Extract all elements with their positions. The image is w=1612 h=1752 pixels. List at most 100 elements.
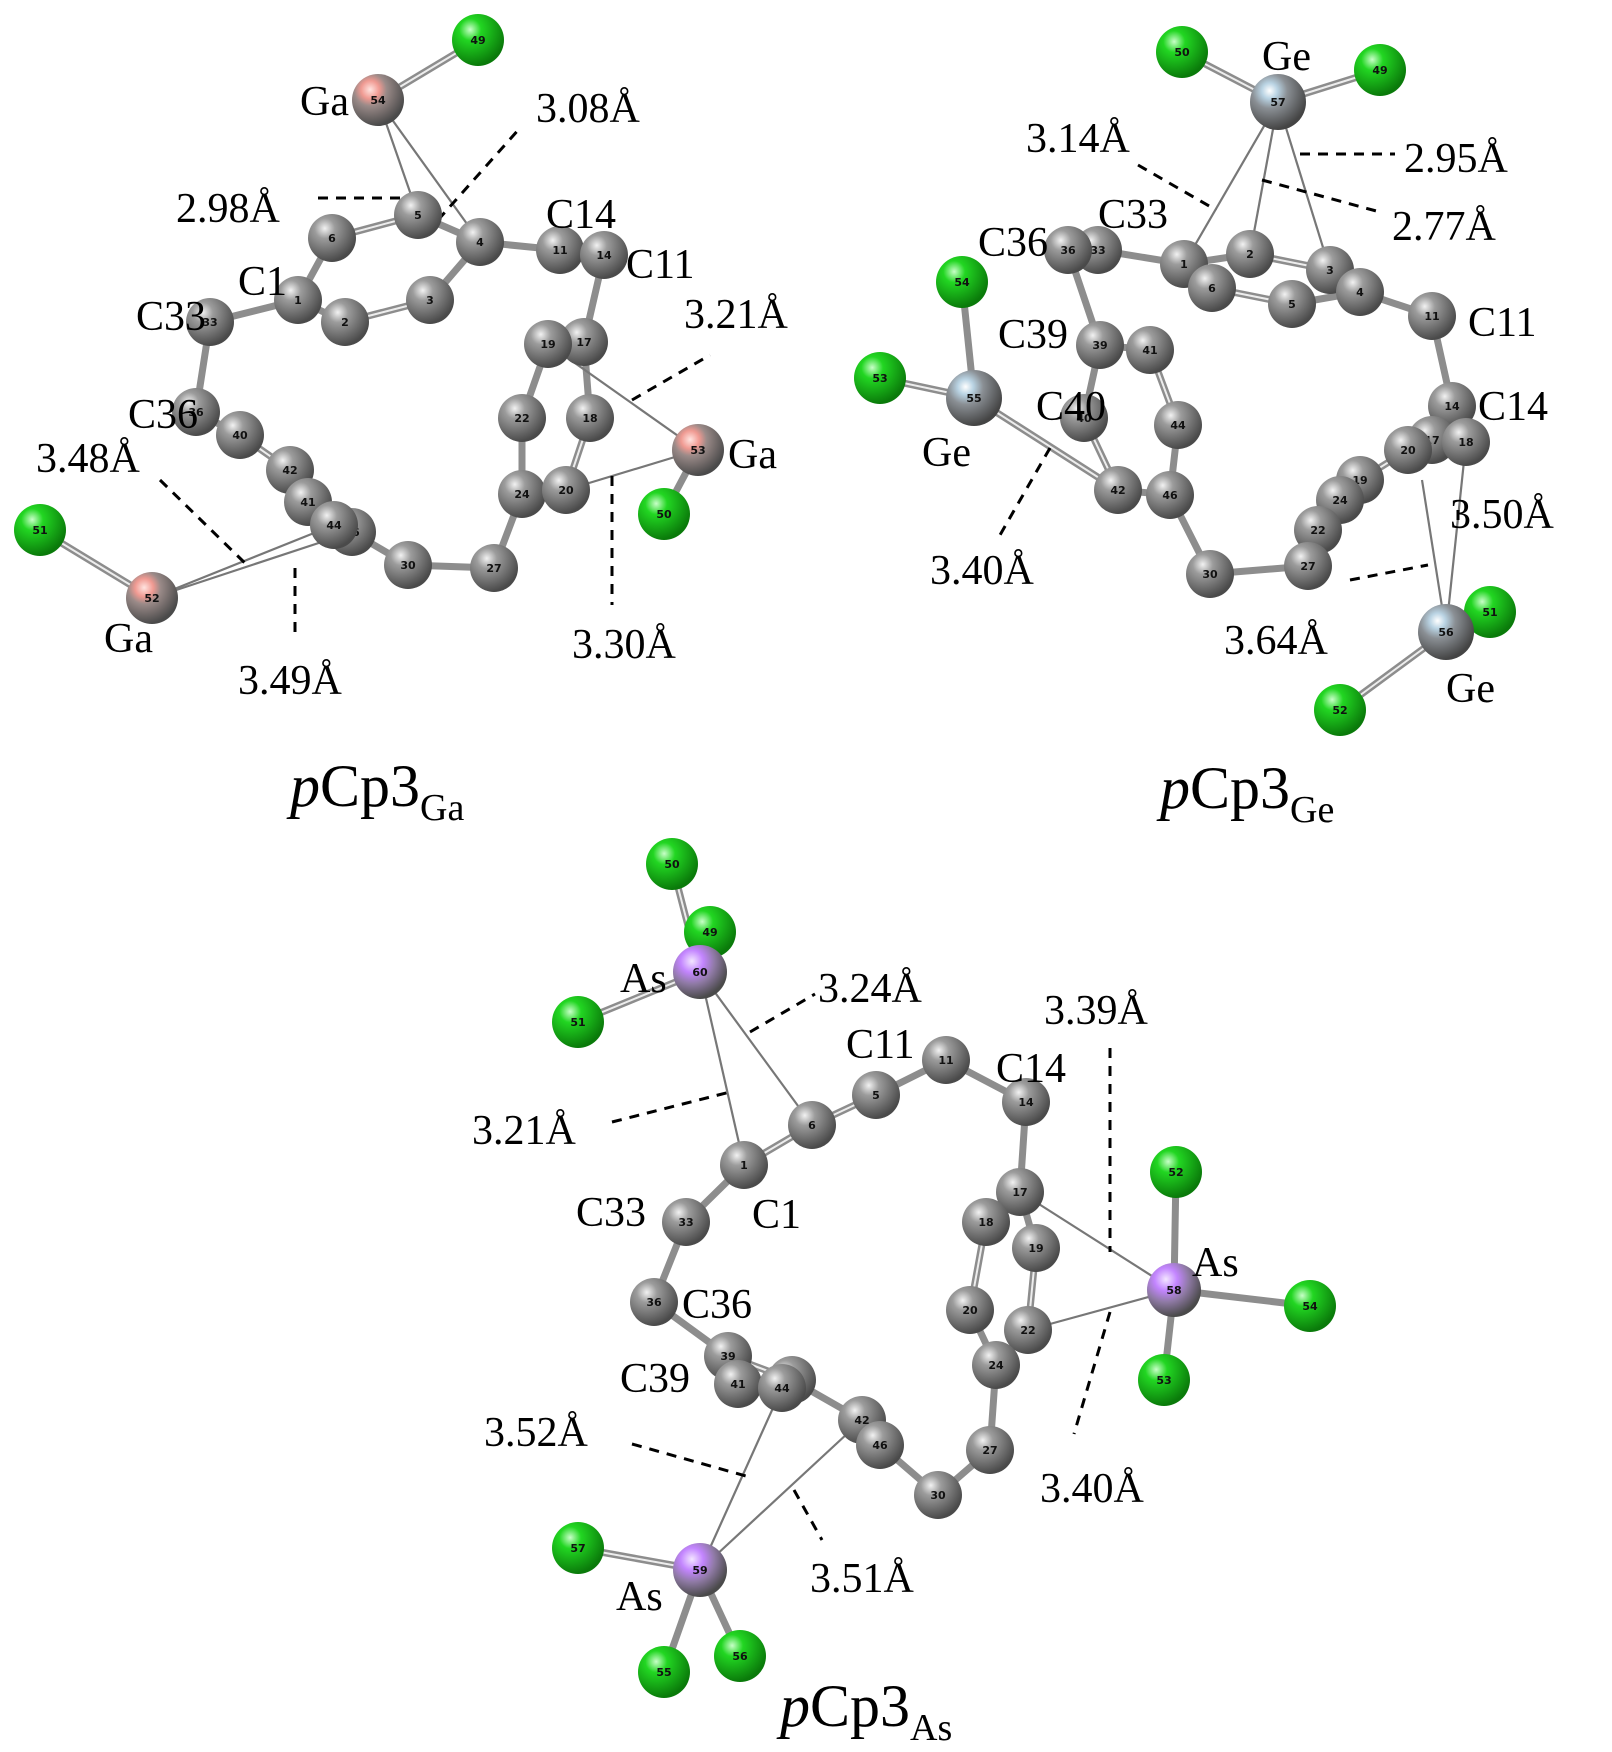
distance-label-as-2: 3.39Å	[1044, 988, 1149, 1034]
atom-number: 24	[1332, 494, 1348, 507]
atom-number: 57	[570, 1542, 585, 1555]
atom-c-42: 42	[1094, 466, 1142, 514]
atom-sphere	[673, 1543, 727, 1597]
atom-sphere	[310, 501, 358, 549]
atom-sphere	[308, 214, 356, 262]
atom-number: 22	[1020, 1324, 1035, 1337]
atom-sphere	[566, 394, 614, 442]
labels-as: As C11 C14 C1 C33 C36 C39 As As 3.24Å 3.…	[472, 956, 1239, 1749]
atom-sphere	[1012, 1224, 1060, 1272]
atom-sphere	[922, 1036, 970, 1084]
atom-sphere	[1442, 418, 1490, 466]
atom-label-c40-ge: C40	[1036, 384, 1106, 430]
atom-number: 46	[872, 1439, 888, 1452]
atom-sphere	[914, 1471, 962, 1519]
atom-c-2: 2	[321, 298, 369, 346]
atom-c-14: 14	[1002, 1078, 1050, 1126]
atom-sphere	[321, 298, 369, 346]
atom-sphere	[1156, 26, 1208, 78]
atom-label-c33-as: C33	[576, 1190, 646, 1236]
atom-label-c11-ge: C11	[1468, 300, 1536, 346]
atom-number: 39	[1092, 339, 1107, 352]
atom-number: 11	[938, 1054, 953, 1067]
atom-sphere	[936, 256, 988, 308]
atom-number: 52	[1332, 704, 1347, 717]
atom-number: 5	[872, 1089, 880, 1102]
atom-c-19: 19	[1012, 1224, 1060, 1272]
atom-number: 14	[1018, 1096, 1034, 1109]
atom-number: 53	[1156, 1374, 1171, 1387]
atom-number: 6	[808, 1119, 816, 1132]
atom-number: 11	[1424, 310, 1439, 323]
atom-number: 4	[1356, 286, 1364, 299]
atom-number: 5	[1288, 298, 1296, 311]
atom-label-c1: C1	[238, 259, 287, 305]
atom-sphere	[542, 466, 590, 514]
atom-sphere	[1004, 1306, 1052, 1354]
atom-number: 19	[540, 338, 555, 351]
atom-cl-51: 51	[1464, 586, 1516, 638]
atom-sphere	[852, 1071, 900, 1119]
atom-number: 50	[1174, 46, 1190, 59]
atom-c-27: 27	[470, 544, 518, 592]
atom-as-59: 59	[673, 1543, 727, 1597]
atom-number: 40	[1076, 412, 1092, 425]
atom-c-5: 5	[1268, 280, 1316, 328]
atom-sphere	[1418, 604, 1474, 660]
atom-c-3: 3	[406, 276, 454, 324]
atom-sphere	[1147, 1263, 1201, 1317]
atom-sphere	[684, 906, 736, 958]
atom-label-c39-as: C39	[620, 1356, 690, 1402]
atom-number: 54	[954, 276, 970, 289]
atom-sphere	[1294, 506, 1342, 554]
atom-c-18: 18	[962, 1198, 1010, 1246]
distance-label-ge-2: 2.95Å	[1404, 136, 1509, 182]
atom-c-41: 41	[714, 1360, 762, 1408]
atom-number: 6	[1208, 282, 1216, 295]
atom-c-36: 36	[1044, 226, 1092, 274]
dashes-ga	[158, 127, 711, 640]
atom-c-6: 6	[308, 214, 356, 262]
atom-number: 33	[202, 316, 217, 329]
atom-sphere	[14, 504, 66, 556]
atom-cl-54: 54	[936, 256, 988, 308]
atom-cl-54: 54	[1284, 1280, 1336, 1332]
atom-label-ge57: Ge	[1262, 34, 1311, 80]
atom-number: 46	[1162, 489, 1178, 502]
atom-sphere	[1314, 684, 1366, 736]
atom-number: 55	[966, 392, 981, 405]
atom-sphere	[452, 14, 504, 66]
distance-label-ge-5: 3.40Å	[930, 548, 1035, 594]
atom-cl-50: 50	[1156, 26, 1208, 78]
atom-number: 49	[1372, 64, 1387, 77]
atom-number: 14	[1444, 400, 1460, 413]
atom-c-22: 22	[1004, 1306, 1052, 1354]
atom-sphere	[216, 411, 264, 459]
atom-c-39: 39	[1076, 321, 1124, 369]
distance-label-ge-3: 2.77Å	[1392, 204, 1497, 250]
dashes-ge	[998, 152, 1460, 582]
atom-number: 20	[558, 484, 574, 497]
atom-sphere	[672, 424, 724, 476]
distance-label-as-1: 3.24Å	[818, 966, 923, 1012]
atom-sphere	[1146, 471, 1194, 519]
panel-title-ge: pCp3Ge	[1156, 755, 1334, 831]
atom-number: 27	[982, 1444, 997, 1457]
atom-sphere	[1188, 264, 1236, 312]
atom-label-as60: As	[620, 956, 667, 1002]
atom-c-44: 44	[1154, 401, 1202, 449]
atom-number: 11	[552, 244, 567, 257]
atom-number: 55	[656, 1666, 671, 1679]
atom-number: 30	[930, 1489, 946, 1502]
atom-number: 1	[740, 1159, 748, 1172]
atom-number: 36	[1060, 244, 1076, 257]
atom-number: 36	[188, 406, 204, 419]
atom-number: 53	[872, 372, 887, 385]
atom-cl-50: 50	[638, 488, 690, 540]
atom-sphere	[552, 996, 604, 1048]
atom-cl-49: 49	[1354, 44, 1406, 96]
atom-c-17: 17	[560, 318, 608, 366]
